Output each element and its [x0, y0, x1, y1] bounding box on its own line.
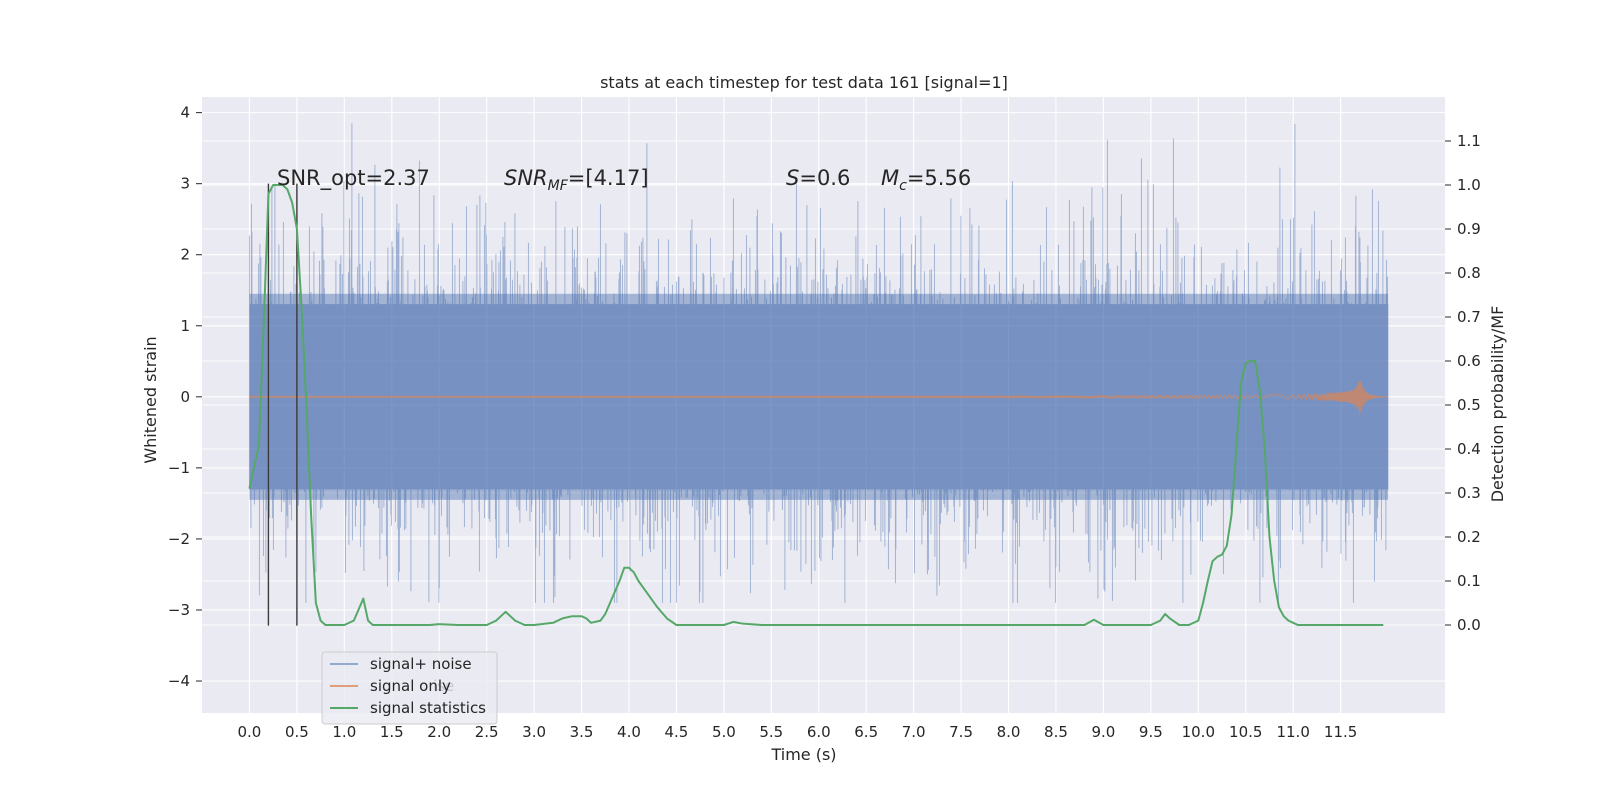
legend-label-signal-only: signal only	[370, 677, 451, 695]
y-tick-label: −3	[168, 601, 190, 619]
legend: ise signal+ noise signal only signal sta…	[321, 651, 498, 725]
x-tick-label: 6.0	[807, 723, 831, 741]
x-tick-label: 0.0	[238, 723, 262, 741]
annotation-snr-mf-value: =[4.17]	[568, 166, 649, 190]
x-tick-label: 11.0	[1276, 723, 1309, 741]
y2-tick-label: 1.0	[1457, 176, 1481, 194]
annotation-snr-mf-main: SNR	[504, 166, 548, 190]
annotation-snr-mf-sub: MF	[548, 178, 569, 194]
y-tick-label: 0	[180, 388, 190, 406]
y2-tick-label: 0.8	[1457, 264, 1481, 282]
y2-tick-label: 0.5	[1457, 396, 1481, 414]
x-tick-label: 7.5	[949, 723, 973, 741]
chart-title: stats at each timestep for test data 161…	[600, 73, 1008, 92]
legend-box	[321, 651, 498, 725]
y2-tick-label: 0.3	[1457, 484, 1481, 502]
x-tick-label: 3.0	[522, 723, 546, 741]
y-tick-label: 3	[180, 175, 190, 193]
y-tick-label: −2	[168, 530, 190, 548]
y-axis-label: Whitened strain	[141, 336, 160, 463]
x-tick-label: 9.5	[1139, 723, 1163, 741]
legend-label-signal-statistics: signal statistics	[370, 699, 486, 717]
x-tick-label: 10.0	[1182, 723, 1215, 741]
x-tick-label: 4.0	[617, 723, 641, 741]
x-tick-label: 8.5	[1044, 723, 1068, 741]
annotation-s-value: =0.6	[799, 166, 850, 190]
series-signal-only	[248, 380, 1388, 416]
y2-tick-label: 0.4	[1457, 440, 1481, 458]
series-signal-statistics	[248, 184, 1384, 626]
axis-ticks: 0.0 0.5 1.0 1.5 2.0 2.5 3.0 3.5 4.0 4.5 5.0 5.5 6.0 6…	[168, 104, 1481, 741]
y-tick-label: −1	[168, 459, 190, 477]
annotation-snr-opt: SNR_opt=2.37	[277, 166, 430, 191]
marker-lines	[267, 183, 298, 626]
y2-tick-label: 1.1	[1457, 132, 1481, 150]
annotation-snr-mf: SNRMF=[4.17]	[504, 166, 649, 194]
legend-ghost-text: ise	[433, 677, 454, 695]
x-tick-label: 10.5	[1229, 723, 1262, 741]
y2-tick-label: 0.6	[1457, 352, 1481, 370]
y-tick-label: 1	[180, 317, 190, 335]
x-tick-label: 6.5	[854, 723, 878, 741]
x-tick-label: 2.5	[475, 723, 499, 741]
x-tick-label: 0.5	[285, 723, 309, 741]
x-tick-label: 1.0	[332, 723, 356, 741]
x-tick-label: 7.0	[902, 723, 926, 741]
annotation-mc-symbol: M	[881, 166, 899, 190]
x-tick-label: 5.5	[759, 723, 783, 741]
signal-statistics-line	[248, 184, 1384, 626]
x-tick-label: 5.0	[712, 723, 736, 741]
x-tick-label: 11.5	[1324, 723, 1357, 741]
x-tick-label: 9.0	[1091, 723, 1115, 741]
annotation-s-symbol: S	[786, 166, 799, 190]
x-tick-label: 1.5	[380, 723, 404, 741]
y2-tick-label: 0.2	[1457, 528, 1481, 546]
y2-tick-label: 0.7	[1457, 308, 1481, 326]
signal-only-trace	[248, 380, 1388, 416]
annotation-s: S=0.6	[786, 166, 850, 190]
y2-tick-label: 0.0	[1457, 616, 1481, 634]
legend-label-signal-plus-noise: signal+ noise	[370, 655, 472, 673]
y-tick-label: 2	[180, 246, 190, 264]
x-axis-label: Time (s)	[770, 745, 836, 764]
annotation-mc-value: =5.56	[907, 166, 971, 190]
x-tick-label: 2.0	[427, 723, 451, 741]
y2-axis-label: Detection probability/MF	[1488, 306, 1507, 503]
y-tick-label: 4	[180, 104, 190, 122]
y2-tick-label: 0.1	[1457, 572, 1481, 590]
annotation-mc-sub: c	[899, 178, 907, 194]
x-tick-label: 8.0	[997, 723, 1021, 741]
x-tick-label: 4.5	[664, 723, 688, 741]
annotation-mc: Mc=5.56	[881, 166, 971, 194]
y2-tick-label: 0.9	[1457, 220, 1481, 238]
x-tick-label: 3.5	[570, 723, 594, 741]
y-tick-label: −4	[168, 672, 190, 690]
annotations: SNR_opt=2.37 SNRMF=[4.17] S=0.6 Mc=5.56	[277, 166, 971, 194]
